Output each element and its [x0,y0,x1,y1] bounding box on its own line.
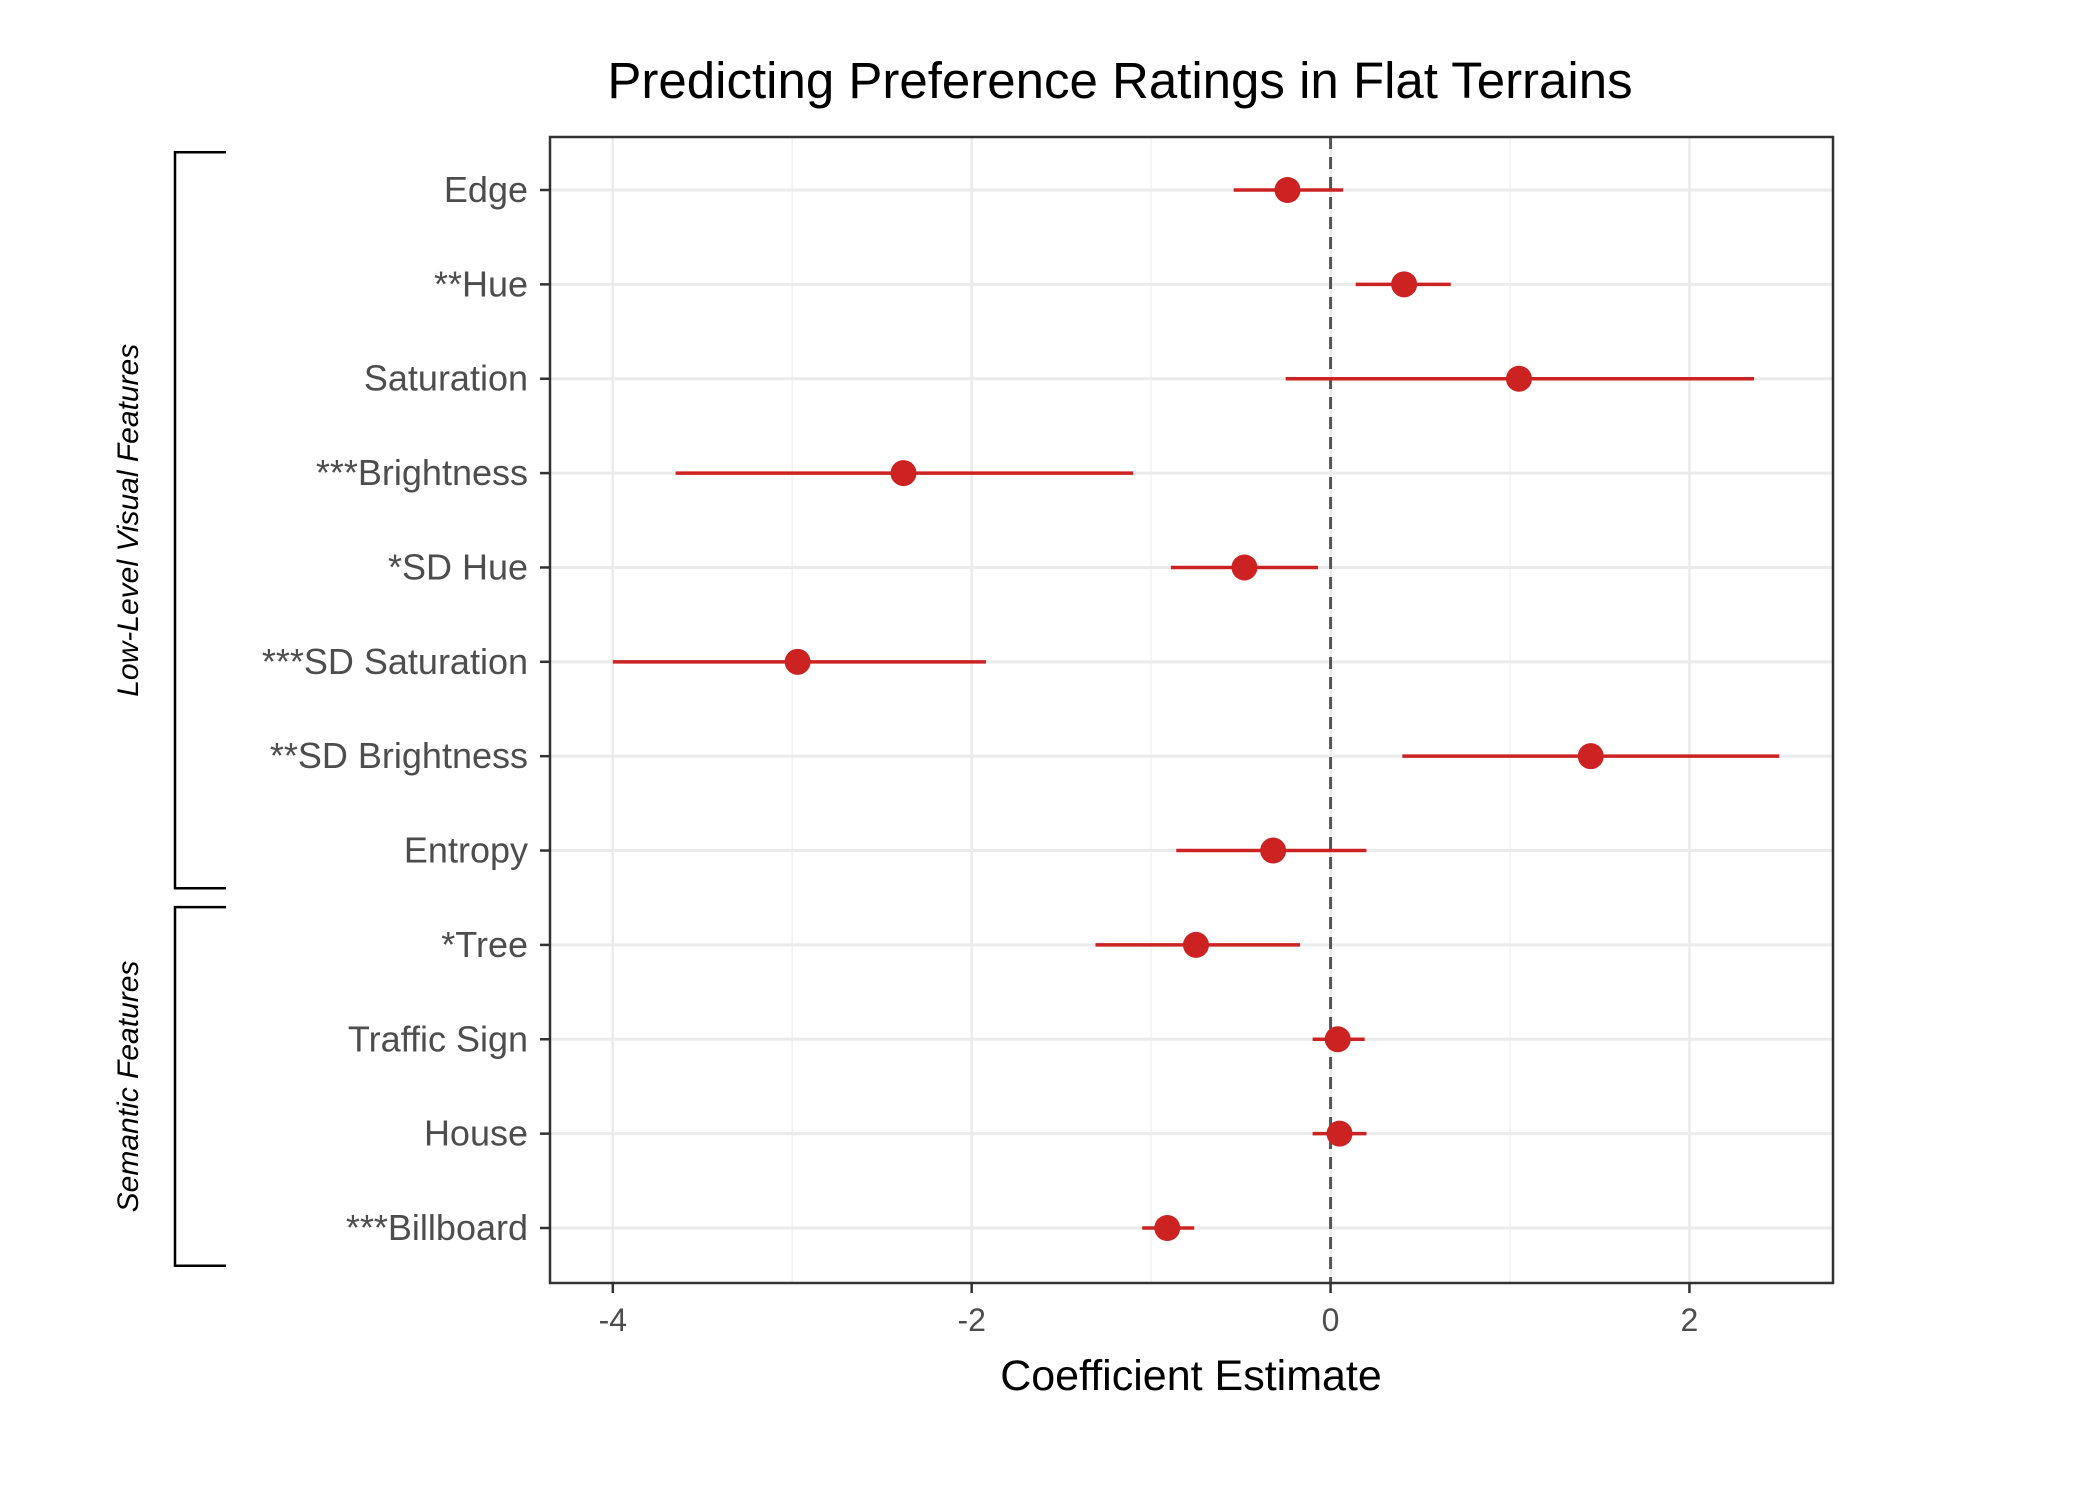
series-layer [612,177,1780,1241]
estimate-point [1231,554,1258,581]
estimate-point [1505,365,1532,392]
y-tick-label: **SD Brightness [270,735,528,776]
estimate-point [1577,743,1604,770]
x-axis-label: Coefficient Estimate [1000,1352,1382,1400]
estimate-point [1182,931,1209,958]
y-tick-label: Saturation [364,358,528,399]
x-tick-label: 2 [1681,1302,1699,1338]
y-tick-label: ***Billboard [346,1207,528,1248]
group-label: Low-Level Visual Features [112,344,145,697]
axis-layer: Edge **Hue Saturation ***Brightness *SD Hue *… [262,169,1699,1338]
group-layer: Low-Level Visual Features Semantic Featur… [112,151,226,1267]
x-tick-label: -4 [599,1302,627,1338]
y-tick-label: **Hue [434,263,528,304]
plot-border [548,135,1835,1285]
y-tick-label: Edge [444,169,528,210]
estimate-point [1324,1026,1351,1053]
y-tick-label: House [424,1113,528,1154]
estimate-point [1391,271,1418,298]
y-tick-label: Traffic Sign [348,1018,528,1059]
x-tick-label: -2 [957,1302,985,1338]
y-tick-label: *Tree [441,924,528,965]
y-tick-label: *SD Hue [388,546,528,587]
y-tick-label: ***SD Saturation [262,641,528,682]
x-tick-label: 0 [1322,1302,1340,1338]
estimate-point [1154,1215,1181,1241]
y-tick-label: Entropy [404,830,528,871]
estimate-point [784,648,811,675]
estimate-point [890,460,917,487]
plot-panel [550,137,1833,1283]
estimate-point [1326,1120,1353,1147]
group-bracket [173,151,226,890]
group-bracket [173,905,226,1267]
y-tick-label: ***Brightness [316,452,528,493]
estimate-point [1260,837,1287,864]
chart-title: Predicting Preference Ratings in Flat Te… [607,52,1632,109]
group-label: Semantic Features [112,961,145,1213]
estimate-point [1274,177,1301,203]
